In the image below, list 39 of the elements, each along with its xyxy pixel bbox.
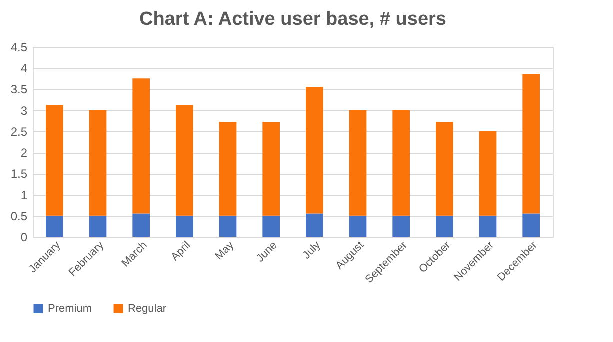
bar bbox=[176, 105, 194, 216]
bar bbox=[132, 214, 150, 237]
x-tick-label: May bbox=[213, 239, 237, 263]
y-tick-label: 3 bbox=[20, 104, 28, 118]
bar bbox=[349, 216, 367, 237]
legend-label: Regular bbox=[128, 302, 167, 315]
y-tick-label: 4.5 bbox=[10, 40, 28, 54]
bar bbox=[436, 216, 454, 237]
legend-label: Premium bbox=[48, 302, 92, 315]
bar bbox=[479, 216, 497, 237]
bar bbox=[46, 216, 64, 237]
bar bbox=[349, 110, 367, 216]
bar bbox=[219, 216, 237, 237]
bar bbox=[89, 216, 107, 237]
bar bbox=[262, 122, 280, 216]
bar bbox=[132, 78, 150, 214]
y-tick-label: 1.5 bbox=[10, 167, 28, 182]
y-tick-label: 3.5 bbox=[10, 82, 28, 97]
y-tick-label: 1 bbox=[20, 188, 28, 202]
bar bbox=[436, 122, 454, 216]
bar bbox=[522, 74, 540, 214]
y-tick-label: 2 bbox=[20, 146, 28, 160]
y-tick-label: 0.5 bbox=[10, 209, 28, 224]
y-tick-label: 4 bbox=[20, 62, 28, 76]
y-tick-label: 2.5 bbox=[10, 124, 28, 139]
bar bbox=[306, 87, 324, 214]
bar bbox=[479, 131, 497, 216]
bar bbox=[46, 105, 64, 216]
bar bbox=[219, 122, 237, 216]
bar bbox=[392, 216, 410, 237]
bar bbox=[392, 110, 410, 216]
chart-title: Chart A: Active user base, # users bbox=[140, 9, 446, 30]
bar bbox=[522, 214, 540, 237]
bar bbox=[176, 216, 194, 237]
y-tick-label: 0 bbox=[20, 230, 28, 244]
bar bbox=[89, 110, 107, 216]
x-tick-label: July bbox=[300, 239, 324, 262]
bar bbox=[262, 216, 280, 237]
bar bbox=[306, 214, 324, 237]
